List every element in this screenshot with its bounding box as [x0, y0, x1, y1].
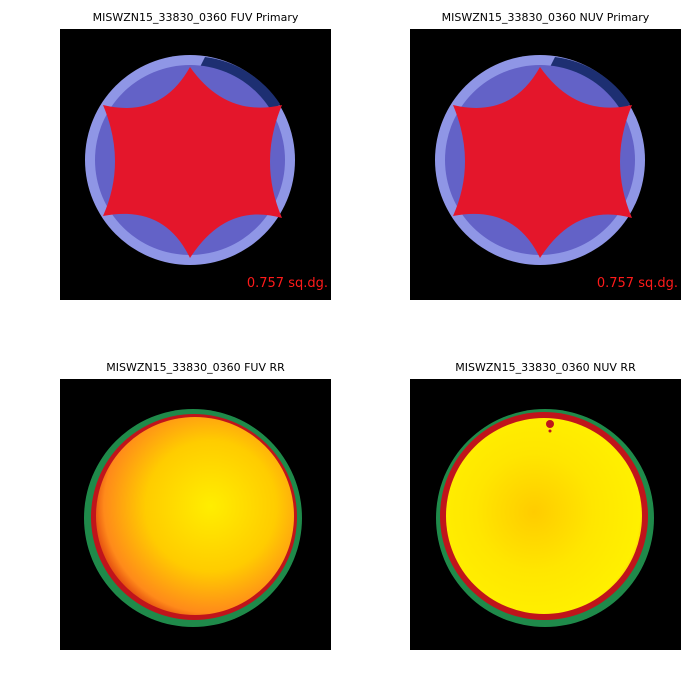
fuv-rr-image [60, 379, 331, 650]
fuv-primary-image: 0.757 sq.dg. [60, 29, 331, 300]
nuv-rr-hot-spot [546, 420, 554, 428]
nuv-primary-title: MISWZN15_33830_0360 NUV Primary [441, 11, 650, 24]
nuv-rr-hot-spot-small [548, 429, 552, 433]
nuv-primary-image: 0.757 sq.dg. [410, 29, 681, 300]
nuv-rr-response-disk [446, 418, 642, 614]
fuv-rr-title: MISWZN15_33830_0360 FUV RR [106, 361, 285, 374]
fuv-primary-area-label: 0.757 sq.dg. [247, 276, 328, 291]
fuv-primary-coverage-region [103, 67, 282, 258]
nuv-rr-title: MISWZN15_33830_0360 NUV RR [455, 361, 636, 374]
nuv-primary-coverage-region [453, 67, 632, 258]
fuv-primary-title: MISWZN15_33830_0360 FUV Primary [92, 11, 299, 24]
nuv-primary-area-label: 0.757 sq.dg. [597, 276, 678, 291]
fuv-rr-response-disk [96, 417, 294, 615]
nuv-rr-image [410, 379, 681, 650]
